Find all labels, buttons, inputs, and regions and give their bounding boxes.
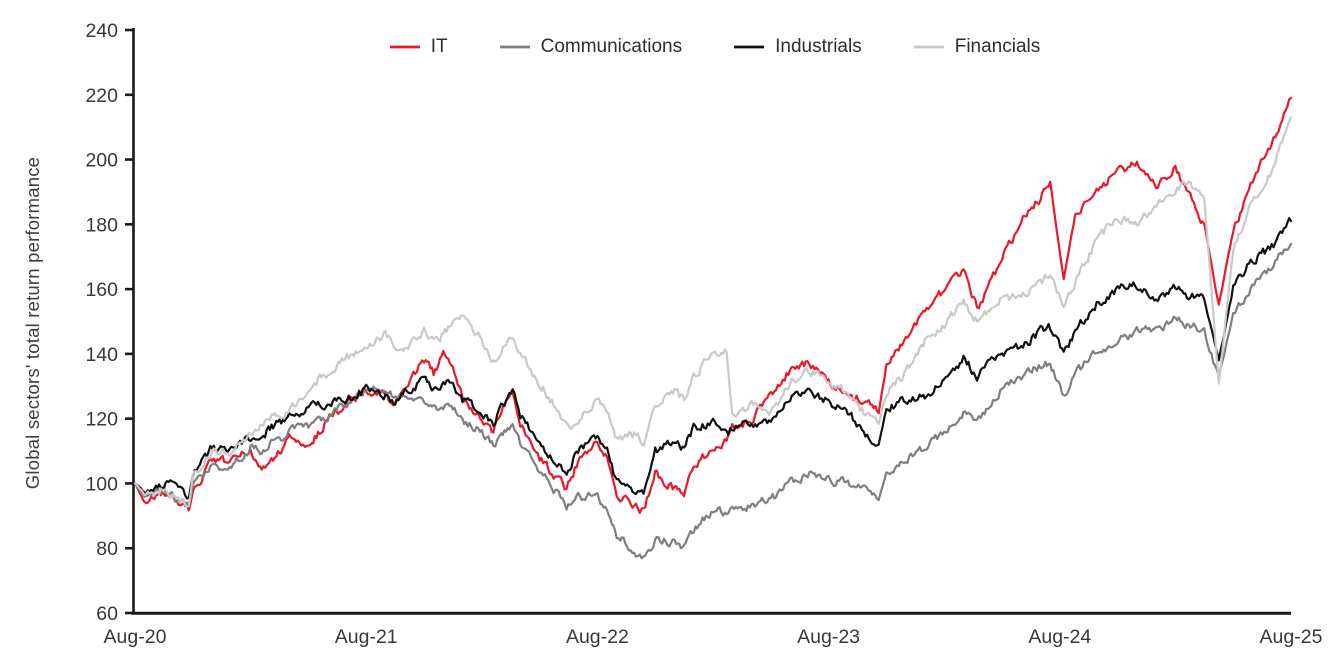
legend-item-industrials: Industrials — [734, 36, 862, 58]
y-tick-label: 180 — [85, 214, 118, 236]
y-tick-label: 220 — [85, 85, 118, 107]
y-tick-label: 80 — [96, 538, 118, 560]
legend-swatch-industrials — [734, 45, 765, 49]
legend-label-financials: Financials — [954, 36, 1041, 57]
series-line-financials — [133, 116, 1293, 508]
legend-label-communications: Communications — [540, 36, 683, 57]
legend-swatch-communications — [499, 45, 530, 49]
x-tick-label: Aug-21 — [335, 626, 398, 648]
legend-label-it: IT — [430, 36, 448, 57]
x-tick-label: Aug-24 — [1028, 626, 1091, 648]
y-tick-label: 240 — [85, 20, 118, 42]
x-tick-label: Aug-22 — [566, 626, 629, 648]
y-tick-label: 160 — [85, 279, 118, 301]
x-tick-label: Aug-23 — [797, 626, 860, 648]
y-tick-label: 200 — [85, 150, 118, 172]
x-tick-label: Aug-25 — [1260, 626, 1323, 648]
series-line-it — [133, 96, 1293, 515]
chart-legend: IT Communications Industrials Financials — [140, 33, 1290, 61]
y-tick-label: 60 — [96, 603, 118, 625]
legend-item-it: IT — [389, 36, 448, 58]
y-tick-label: 140 — [85, 344, 118, 366]
legend-item-financials: Financials — [913, 36, 1041, 58]
y-tick-label: 100 — [85, 473, 118, 495]
legend-item-communications: Communications — [499, 36, 683, 58]
legend-swatch-financials — [913, 45, 944, 49]
legend-swatch-it — [389, 45, 420, 49]
legend-label-industrials: Industrials — [775, 36, 862, 57]
series-line-communications — [133, 242, 1293, 560]
y-tick-label: 120 — [85, 409, 118, 431]
x-tick-label: Aug-20 — [104, 626, 167, 648]
series-line-industrials — [133, 217, 1293, 500]
